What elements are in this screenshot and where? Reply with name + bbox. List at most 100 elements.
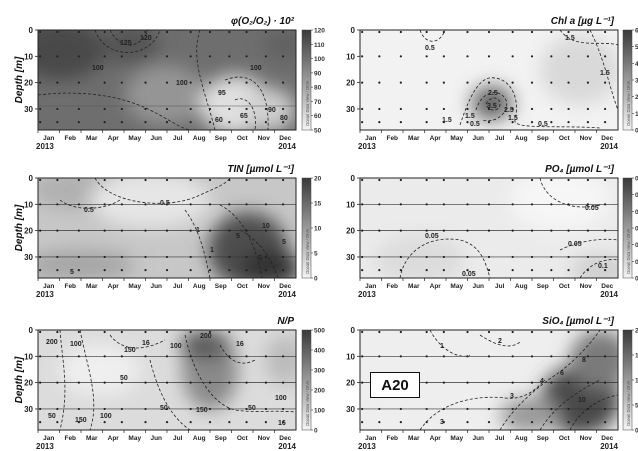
sample-point xyxy=(56,330,59,334)
contour-label: 90 xyxy=(268,107,276,114)
sample-point xyxy=(442,421,445,424)
sample-point xyxy=(466,269,469,272)
sample-point xyxy=(378,229,381,232)
sample-point xyxy=(228,81,231,84)
sample-point xyxy=(165,121,169,124)
sample-point xyxy=(378,81,381,84)
sample-point xyxy=(604,269,607,272)
sample-point xyxy=(208,330,212,334)
sample-point xyxy=(120,355,123,358)
sample-point xyxy=(264,55,267,58)
x-tick-label: Sep xyxy=(215,435,227,442)
contour-label: 1.5 xyxy=(442,117,452,124)
sample-point xyxy=(144,81,147,84)
sample-point xyxy=(530,407,534,411)
sample-point xyxy=(189,407,192,411)
x-tick-label: Mar xyxy=(408,435,420,442)
sample-point xyxy=(228,55,231,58)
y-tick-label: 30 xyxy=(346,105,355,114)
sample-point xyxy=(282,107,285,111)
contour-label: 150 xyxy=(75,417,87,424)
sample-point xyxy=(604,407,607,411)
contour-label: 10 xyxy=(578,397,586,404)
sample-point xyxy=(530,178,534,182)
x-tick-label: Sep xyxy=(537,435,549,442)
sample-point xyxy=(144,421,147,424)
sample-point xyxy=(264,330,267,334)
x-tick-label: Apr xyxy=(430,435,442,442)
colorbar-credit: Ocean Data View / DIVA xyxy=(305,228,310,274)
contour-labels-po4: 0.05 0.05 0.05 0.05 0.1 xyxy=(425,205,608,278)
sample-point xyxy=(208,269,212,272)
sample-point xyxy=(208,255,212,259)
sample-point xyxy=(487,107,491,111)
sample-point xyxy=(189,381,192,384)
sample-point xyxy=(56,255,59,259)
sample-point xyxy=(530,255,534,259)
contour-label: 1.5 xyxy=(565,35,575,42)
sample-point xyxy=(165,355,169,358)
sample-point xyxy=(208,30,212,34)
x-tick-label: Jan xyxy=(365,283,376,290)
sample-point xyxy=(567,107,570,111)
contour-label: 5 xyxy=(258,255,262,262)
sample-point xyxy=(466,121,469,124)
sample-point xyxy=(442,407,445,411)
contour-label: 3.5 xyxy=(487,103,497,110)
sample-point xyxy=(466,330,469,334)
sample-point xyxy=(144,107,147,111)
sample-point xyxy=(586,330,590,334)
sample-point xyxy=(165,55,169,58)
sample-point xyxy=(399,121,402,124)
contour-label: 100 xyxy=(250,65,262,72)
contour-label: 16 xyxy=(236,341,244,348)
sample-point xyxy=(586,407,590,411)
colorbar-tick-label: 200 xyxy=(314,388,325,395)
sample-point xyxy=(378,355,381,358)
sample-point xyxy=(442,30,445,34)
y-tick-label: 30 xyxy=(346,253,355,262)
sample-point xyxy=(511,407,514,411)
panel-title-o2sat: φ(O₂/O₂) · 10² xyxy=(231,16,295,27)
sample-point xyxy=(77,203,80,206)
x-tick-label: Jun xyxy=(472,283,484,290)
sample-point xyxy=(567,30,570,34)
sample-point xyxy=(604,55,607,58)
contour-label: 100 xyxy=(92,65,104,72)
sample-point xyxy=(466,407,469,411)
y-tick-label: 20 xyxy=(346,227,355,236)
sample-point xyxy=(530,55,534,58)
x-tick-label: Mar xyxy=(86,435,98,442)
colorbar-credit: Ocean Data View / DIVA xyxy=(626,380,631,426)
sample-point xyxy=(165,381,169,384)
colorbar-tick-label: 0.4 xyxy=(635,209,638,216)
sample-point xyxy=(604,381,607,384)
sample-point xyxy=(550,407,553,411)
colorbar-tick-label: 15 xyxy=(314,201,322,208)
sample-point xyxy=(487,229,491,232)
colorbar-tick-label: 300 xyxy=(314,368,325,375)
sample-point xyxy=(361,255,364,259)
sample-point xyxy=(442,55,445,58)
sample-point xyxy=(165,30,169,34)
x-tick-label: Dec xyxy=(601,283,613,290)
x-tick-label: Dec xyxy=(601,435,613,442)
contour-label: 0.05 xyxy=(462,271,476,278)
sample-point xyxy=(399,255,402,259)
contour-label: 16 xyxy=(142,340,150,347)
sample-point xyxy=(56,81,59,84)
sample-point xyxy=(466,421,469,424)
sample-point xyxy=(550,203,553,206)
sample-point xyxy=(189,355,192,358)
heatmap-field-po4 xyxy=(360,178,618,278)
sample-point xyxy=(245,355,248,358)
sample-point xyxy=(264,121,267,124)
sample-point xyxy=(103,255,106,259)
contour-label: 100 xyxy=(176,80,188,87)
sample-point xyxy=(361,30,364,34)
year-start-label: 2013 xyxy=(358,442,376,451)
sample-point xyxy=(189,229,192,232)
panel-title-np: N/P xyxy=(277,316,294,327)
x-tick-label: Nov xyxy=(258,135,271,142)
y-tick-label: 20 xyxy=(24,79,33,88)
